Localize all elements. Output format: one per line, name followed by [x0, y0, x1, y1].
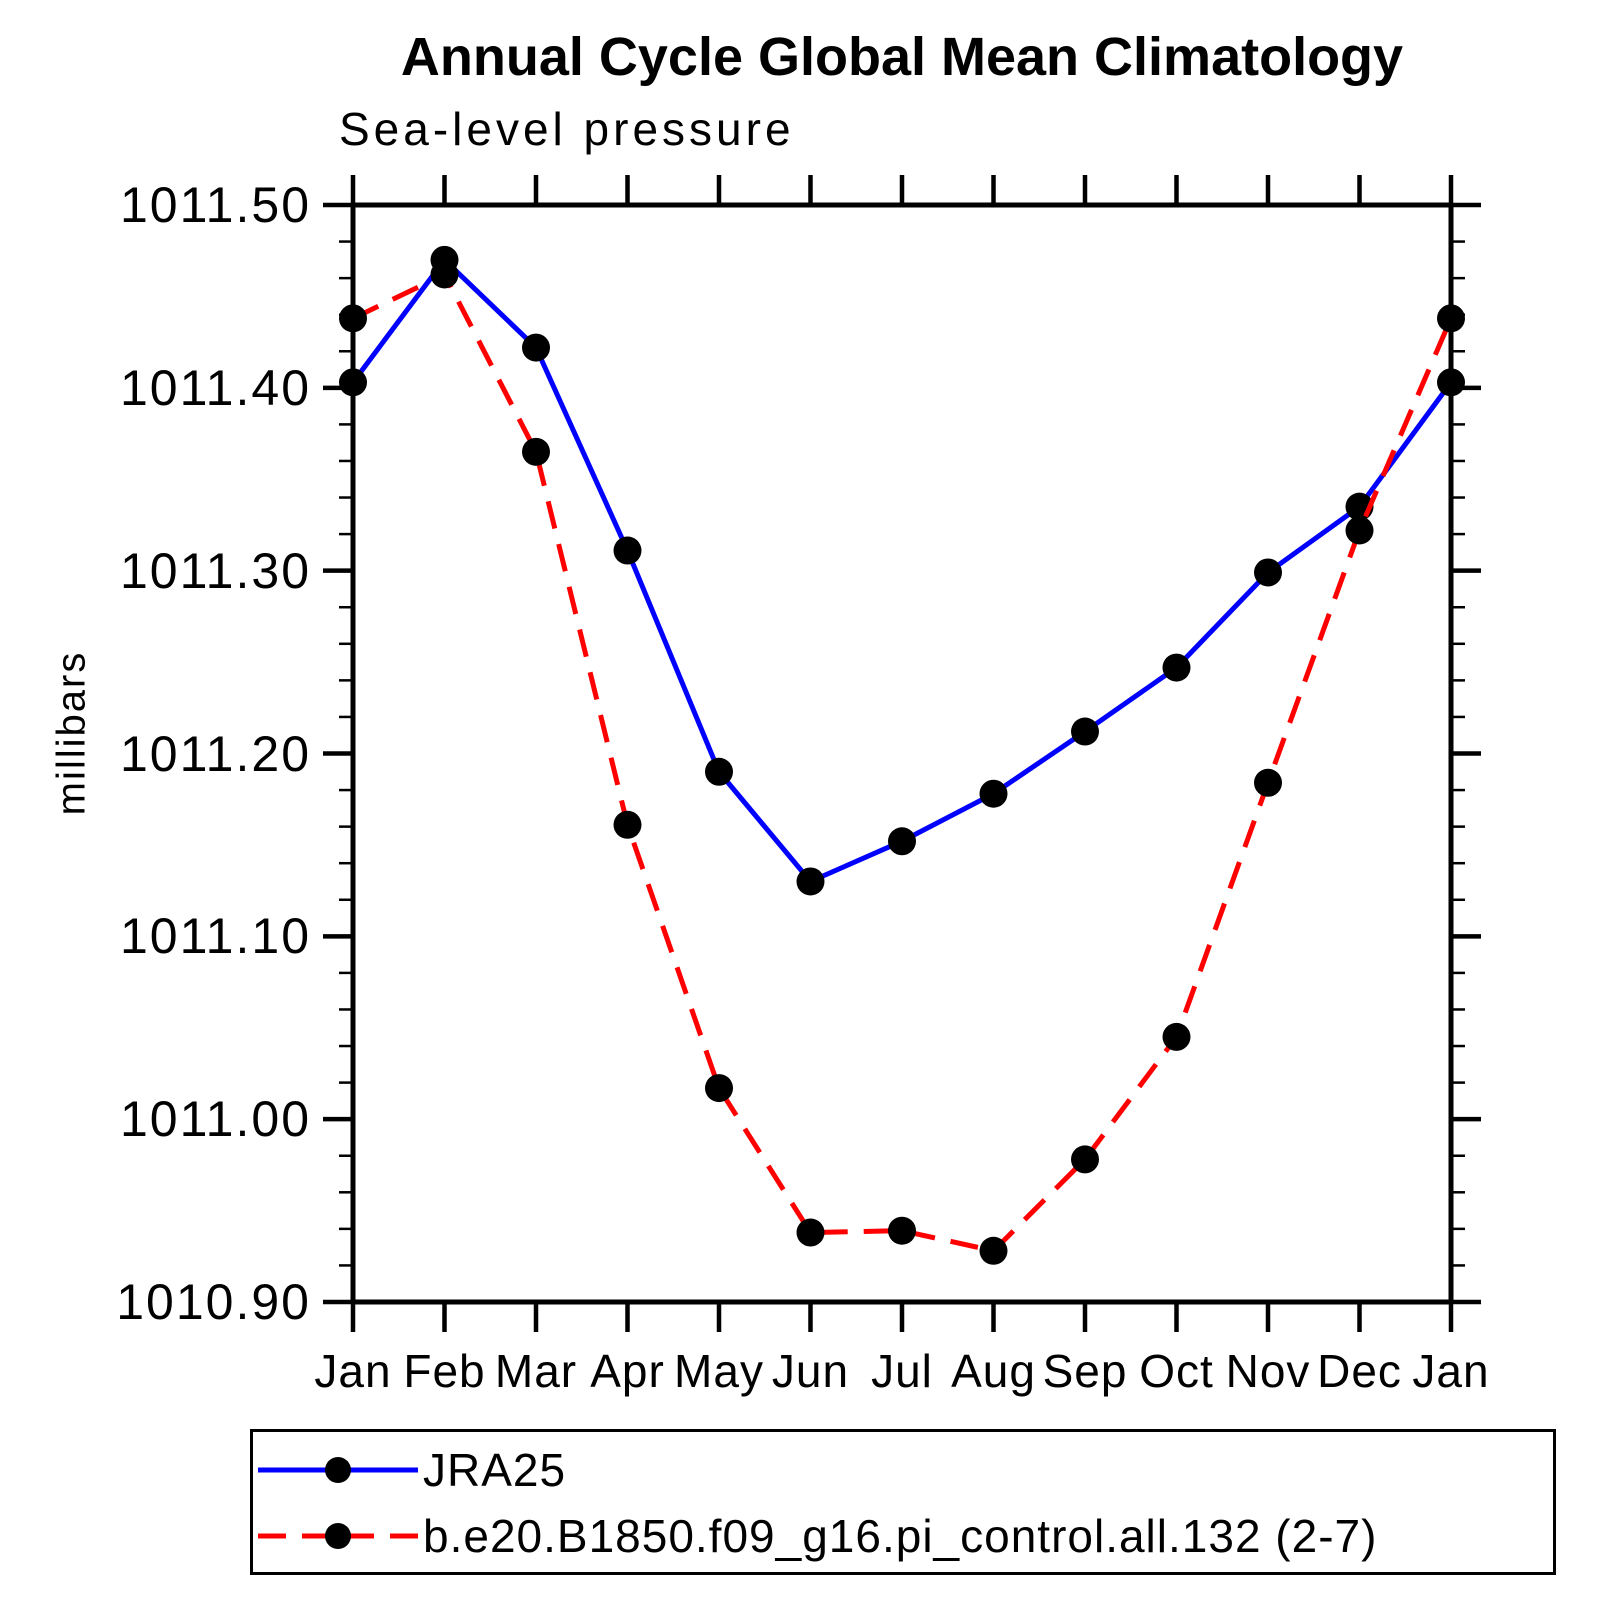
legend-sample-line-model: [258, 1523, 418, 1549]
data-point-marker: [613, 536, 642, 565]
data-point-marker: [1071, 1145, 1099, 1174]
y-tick-label: 1011.40: [119, 359, 311, 416]
x-tick-label: Oct: [1139, 1345, 1214, 1397]
legend-label-model: b.e20.B1850.f09_g16.pi_control.all.132 (…: [423, 1510, 1378, 1562]
data-point-marker: [522, 437, 550, 466]
data-point-marker: [339, 304, 367, 333]
x-tick-label: Aug: [951, 1345, 1036, 1397]
data-point-marker: [1345, 516, 1374, 545]
chart-subtitle: Sea-level pressure: [339, 103, 795, 155]
y-tick-label: 1011.00: [119, 1091, 311, 1148]
data-point-marker: [1437, 368, 1465, 397]
x-tick-label: Nov: [1225, 1345, 1311, 1397]
x-tick-label: Sep: [1042, 1345, 1128, 1397]
data-point-marker: [1254, 558, 1282, 587]
y-tick-label: 1010.90: [116, 1274, 311, 1330]
data-point-marker: [888, 1216, 916, 1245]
y-tick-label: 1011.30: [119, 542, 311, 599]
legend-label-jra25: JRA25: [423, 1444, 567, 1496]
legend-sample-line-jra25: [258, 1457, 418, 1483]
data-point-marker: [705, 1074, 733, 1103]
data-point-marker: [1071, 717, 1099, 746]
y-tick-label: 1011.10: [119, 908, 311, 965]
y-tick-label: 1011.20: [119, 725, 311, 782]
data-point-marker: [613, 810, 642, 839]
x-tick-label: Dec: [1317, 1345, 1402, 1397]
x-tick-label: Feb: [403, 1345, 486, 1397]
x-tick-label: Jan: [314, 1345, 392, 1397]
x-tick-label: May: [674, 1345, 764, 1397]
data-point-marker: [888, 827, 916, 856]
data-point-marker: [1437, 304, 1465, 333]
chart-title: Annual Cycle Global Mean Climatology: [400, 27, 1404, 87]
data-point-marker: [979, 1236, 1008, 1265]
data-point-marker: [339, 368, 367, 397]
series-line-1: [351, 271, 1454, 1254]
x-tick-label: Apr: [590, 1345, 665, 1397]
series-line-0: [350, 256, 1454, 885]
legend-sample-marker: [325, 1523, 351, 1549]
legend: JRA25 b.e20.B1850.f09_g16.pi_control.all…: [250, 1429, 1556, 1575]
y-tick-label: 1011.50: [119, 177, 311, 233]
data-point-marker: [1162, 653, 1191, 682]
x-tick-label: Mar: [494, 1345, 578, 1397]
x-tick-label: Jul: [871, 1345, 933, 1397]
data-point-marker: [705, 757, 733, 786]
data-point-marker: [1162, 1022, 1191, 1051]
legend-item-model: b.e20.B1850.f09_g16.pi_control.all.132 (…: [255, 1506, 1377, 1566]
data-point-marker: [979, 779, 1008, 808]
x-tick-label: Jan: [1412, 1345, 1490, 1397]
data-point-marker: [430, 260, 459, 289]
legend-item-jra25: JRA25: [255, 1440, 566, 1500]
data-point-marker: [1254, 768, 1282, 797]
x-tick-label: Jun: [771, 1345, 850, 1397]
data-point-marker: [796, 1218, 825, 1247]
legend-sample-marker: [325, 1457, 351, 1483]
data-point-marker: [796, 867, 825, 896]
data-point-marker: [522, 333, 550, 362]
